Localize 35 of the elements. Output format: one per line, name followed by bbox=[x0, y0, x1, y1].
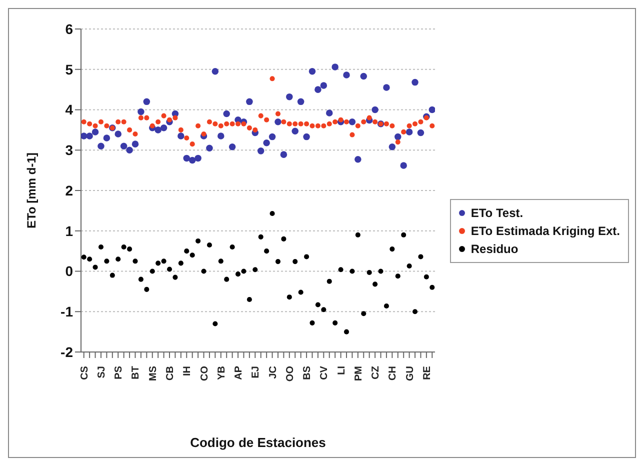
x-tick-label: AP bbox=[234, 366, 245, 380]
y-tick-label: 4 bbox=[65, 102, 74, 118]
x-tick-label: OO bbox=[284, 366, 296, 382]
x-tick-label: LI bbox=[336, 366, 348, 375]
x-tick-label: PS bbox=[114, 366, 125, 380]
x-tick-label: BT bbox=[130, 366, 142, 380]
x-tick-label: YB bbox=[216, 366, 228, 380]
y-tick-label: 1 bbox=[65, 222, 74, 239]
x-tick-label: GU bbox=[404, 366, 416, 381]
x-tick-label: CS bbox=[79, 366, 90, 380]
x-tick-label: RE bbox=[422, 366, 433, 380]
y-tick-label: 5 bbox=[65, 61, 74, 78]
x-tick-label: CZ bbox=[370, 366, 382, 380]
x-tick-label: SJ bbox=[96, 366, 108, 378]
x-tick-label: MS bbox=[148, 366, 159, 381]
y-tick-label: 6 bbox=[65, 20, 74, 37]
x-tick-label: CV bbox=[319, 366, 330, 380]
x-tick-label: CO bbox=[199, 366, 210, 381]
x-tick-label: CB bbox=[165, 366, 176, 380]
y-tick-label: 0 bbox=[65, 263, 74, 280]
x-tick-label: JC bbox=[268, 366, 279, 379]
y-tick-label: -2 bbox=[60, 344, 74, 360]
x-axis-title: Codigo de Estaciones bbox=[190, 435, 326, 450]
x-tick-label: EJ bbox=[250, 366, 262, 378]
legend-label: Residuo bbox=[470, 241, 518, 258]
y-tick-label: 3 bbox=[65, 142, 74, 158]
x-tick-label: IH bbox=[182, 366, 194, 376]
y-tick-label: 2 bbox=[65, 182, 74, 198]
legend-label: ETo Test. bbox=[470, 205, 524, 222]
legend-label: ETo Estimada Kriging Ext. bbox=[470, 223, 620, 240]
x-tick-label: BS bbox=[302, 366, 314, 380]
y-axis-title: ETo [mm d-1] bbox=[24, 152, 38, 228]
x-tick-label: PM bbox=[353, 366, 364, 381]
y-tick-label: -1 bbox=[60, 304, 74, 320]
x-tick-label: CH bbox=[388, 366, 399, 380]
